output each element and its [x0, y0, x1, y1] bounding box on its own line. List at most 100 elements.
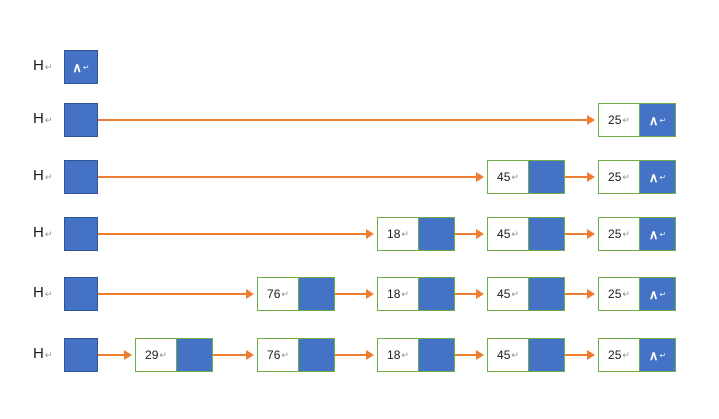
head-pointer-box [64, 277, 98, 311]
node-next-pointer [529, 160, 565, 194]
pointer-arrow [98, 350, 132, 360]
node-value-cell: 45 ↵ [487, 160, 529, 194]
list-node: 18 ↵ [377, 277, 455, 311]
head-pointer-box: ∧ ↵ [64, 50, 98, 84]
return-mark: ↵ [622, 114, 630, 125]
head-pointer-box [64, 160, 98, 194]
null-terminator: ∧ [648, 226, 659, 242]
node-next-pointer [419, 217, 455, 251]
head-label: H↵ [33, 284, 52, 301]
list-node: 25 ↵ ∧ ↵ [598, 160, 676, 194]
list-state-row-5: H↵ 76 ↵ 18 ↵ 45 ↵ 25 ↵ ∧ ↵ [0, 277, 719, 313]
list-node: 25 ↵ ∧ ↵ [598, 103, 676, 137]
return-mark: ↵ [622, 349, 630, 360]
node-value-cell: 45 ↵ [487, 217, 529, 251]
list-node: 18 ↵ [377, 338, 455, 372]
return-mark: ↵ [659, 289, 667, 299]
node-value: 18 [387, 348, 401, 362]
head-letter: H [33, 284, 44, 301]
return-mark: ↵ [659, 350, 667, 360]
return-mark: ↵ [401, 288, 409, 299]
node-next-pointer [529, 338, 565, 372]
node-next-pointer [529, 277, 565, 311]
head-label: H↵ [33, 345, 52, 362]
node-next-pointer [299, 338, 335, 372]
pointer-arrow [335, 350, 374, 360]
node-value-cell: 25 ↵ [598, 338, 640, 372]
pointer-arrow [335, 289, 374, 299]
return-mark: ↵ [44, 62, 53, 72]
node-value: 18 [387, 227, 401, 241]
return-mark: ↵ [622, 171, 630, 182]
node-next-pointer [419, 277, 455, 311]
list-node: 76 ↵ [257, 277, 335, 311]
node-value-cell: 25 ↵ [598, 103, 640, 137]
node-value-cell: 25 ↵ [598, 217, 640, 251]
null-terminator: ∧ [648, 112, 659, 128]
pointer-arrow [565, 229, 595, 239]
return-mark: ↵ [44, 115, 53, 125]
node-value-cell: 76 ↵ [257, 338, 299, 372]
list-state-row-3: H↵ 45 ↵ 25 ↵ ∧ ↵ [0, 160, 719, 196]
return-mark: ↵ [622, 228, 630, 239]
return-mark: ↵ [659, 115, 667, 125]
node-value: 45 [497, 170, 511, 184]
head-pointer-box [64, 217, 98, 251]
return-mark: ↵ [659, 172, 667, 182]
return-mark: ↵ [159, 349, 167, 360]
return-mark: ↵ [44, 229, 53, 239]
pointer-arrow [455, 229, 484, 239]
pointer-arrow [565, 172, 595, 182]
pointer-arrow [98, 289, 254, 299]
null-terminator: ∧ [72, 59, 82, 75]
head-label: H↵ [33, 224, 52, 241]
head-pointer-box [64, 338, 98, 372]
return-mark: ↵ [401, 349, 409, 360]
head-letter: H [33, 224, 44, 241]
return-mark: ↵ [82, 62, 90, 72]
list-node: 29 ↵ [135, 338, 213, 372]
node-value: 25 [608, 113, 622, 127]
node-next-pointer [419, 338, 455, 372]
node-value-cell: 29 ↵ [135, 338, 177, 372]
node-value: 25 [608, 287, 622, 301]
list-node: 45 ↵ [487, 277, 565, 311]
return-mark: ↵ [401, 228, 409, 239]
node-next-pointer [177, 338, 213, 372]
node-value: 76 [267, 287, 281, 301]
return-mark: ↵ [511, 228, 519, 239]
node-value-cell: 76 ↵ [257, 277, 299, 311]
node-value: 76 [267, 348, 281, 362]
null-terminator: ∧ [648, 286, 659, 302]
list-node: 45 ↵ [487, 217, 565, 251]
node-value: 45 [497, 227, 511, 241]
list-node: 25 ↵ ∧ ↵ [598, 338, 676, 372]
node-value-cell: 45 ↵ [487, 338, 529, 372]
head-pointer-box [64, 103, 98, 137]
head-letter: H [33, 345, 44, 362]
node-next-pointer: ∧ ↵ [640, 103, 676, 137]
list-node: 25 ↵ ∧ ↵ [598, 217, 676, 251]
node-next-pointer: ∧ ↵ [640, 217, 676, 251]
pointer-arrow [213, 350, 254, 360]
list-state-row-6: H↵ 29 ↵ 76 ↵ 18 ↵ 45 ↵ 25 ↵ ∧ ↵ [0, 338, 719, 374]
head-letter: H [33, 110, 44, 127]
return-mark: ↵ [44, 172, 53, 182]
return-mark: ↵ [622, 288, 630, 299]
head-letter: H [33, 167, 44, 184]
node-value-cell: 18 ↵ [377, 277, 419, 311]
null-terminator: ∧ [648, 347, 659, 363]
node-value: 25 [608, 348, 622, 362]
head-label: H↵ [33, 57, 52, 74]
node-value: 45 [497, 287, 511, 301]
list-node: 45 ↵ [487, 160, 565, 194]
node-value-cell: 45 ↵ [487, 277, 529, 311]
node-next-pointer [529, 217, 565, 251]
return-mark: ↵ [44, 350, 53, 360]
pointer-arrow [565, 289, 595, 299]
node-value: 18 [387, 287, 401, 301]
node-value-cell: 18 ↵ [377, 217, 419, 251]
node-next-pointer: ∧ ↵ [640, 277, 676, 311]
node-next-pointer [299, 277, 335, 311]
